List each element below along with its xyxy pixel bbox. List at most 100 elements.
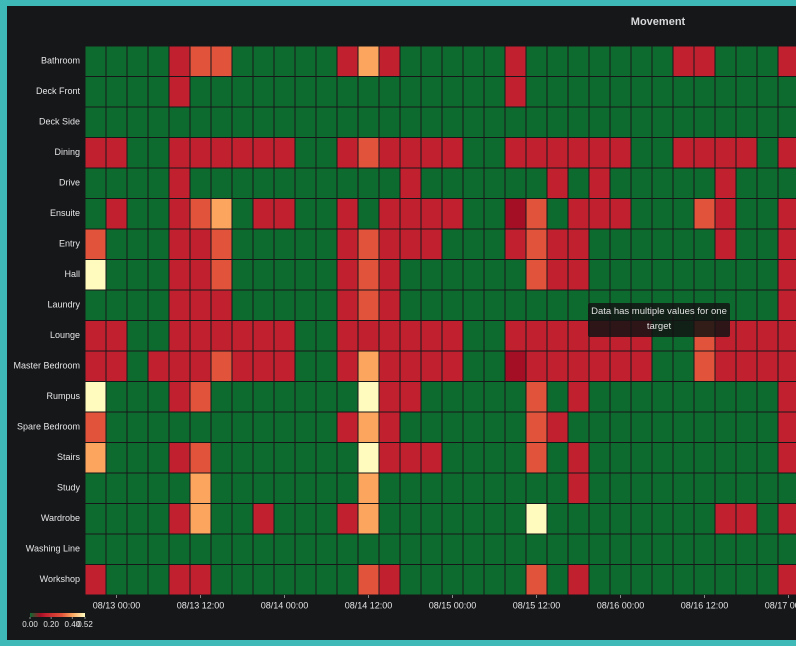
heat-cell [652, 443, 673, 473]
heat-cell [757, 565, 778, 595]
heat-cell [190, 260, 211, 290]
tooltip-box [588, 303, 730, 337]
heat-cell [316, 382, 337, 412]
heat-cell [358, 382, 379, 412]
heat-cell [484, 443, 505, 473]
heat-cell [652, 473, 673, 503]
heat-cell [274, 199, 295, 229]
heat-cell [85, 321, 106, 351]
heat-cell [526, 138, 547, 168]
heat-cell [400, 199, 421, 229]
heat-cell [169, 199, 190, 229]
heat-cell [169, 473, 190, 503]
heat-cell [358, 321, 379, 351]
heat-cell [400, 138, 421, 168]
heat-cell [274, 229, 295, 259]
heat-cell [190, 199, 211, 229]
x-tick-label: 08/14 12:00 [345, 600, 393, 610]
heat-cell [190, 138, 211, 168]
heat-cell [127, 504, 148, 534]
heat-cell [106, 412, 127, 442]
heat-cell [568, 473, 589, 503]
heat-cell [358, 138, 379, 168]
heat-cell [547, 77, 568, 107]
heat-cell [526, 77, 547, 107]
heat-cell [85, 260, 106, 290]
heat-cell [127, 77, 148, 107]
heat-cell [274, 565, 295, 595]
heat-cell [631, 229, 652, 259]
heat-cell [274, 534, 295, 564]
heat-cell [358, 229, 379, 259]
heat-cell [274, 351, 295, 381]
heat-cell [673, 351, 694, 381]
heat-cell [379, 107, 400, 137]
heat-cell [379, 229, 400, 259]
heat-cell [442, 290, 463, 320]
heat-cell [715, 565, 736, 595]
heat-cell [547, 412, 568, 442]
heat-cell [505, 229, 526, 259]
heat-cell [421, 504, 442, 534]
heat-cell [316, 168, 337, 198]
heat-cell [337, 412, 358, 442]
heat-cell [442, 138, 463, 168]
heat-cell [694, 107, 715, 137]
heat-cell [442, 473, 463, 503]
heat-cell [358, 199, 379, 229]
heat-cell [148, 229, 169, 259]
heat-cell [694, 138, 715, 168]
heat-cell [778, 229, 796, 259]
heat-cell [610, 412, 631, 442]
heat-cell [106, 504, 127, 534]
heat-cell [736, 473, 757, 503]
heat-cell [442, 321, 463, 351]
heat-cell [736, 138, 757, 168]
row-label: Bathroom [41, 56, 80, 66]
heat-cell [400, 351, 421, 381]
heat-cell [127, 199, 148, 229]
heat-cell [694, 351, 715, 381]
heat-cell [736, 290, 757, 320]
heat-cell [715, 443, 736, 473]
heat-cell [379, 534, 400, 564]
heat-cell [379, 290, 400, 320]
heat-cell [778, 260, 796, 290]
heat-cell [463, 382, 484, 412]
heat-cell [463, 168, 484, 198]
heat-cell [715, 473, 736, 503]
heat-cell [148, 443, 169, 473]
heat-cell [379, 443, 400, 473]
heat-cell [274, 473, 295, 503]
heat-cell [694, 168, 715, 198]
heat-cell [106, 107, 127, 137]
heat-cell [421, 412, 442, 442]
heat-cell [568, 412, 589, 442]
heat-cell [232, 382, 253, 412]
heat-cell [148, 412, 169, 442]
heat-cell [568, 260, 589, 290]
heat-cell [421, 260, 442, 290]
heat-cell [316, 138, 337, 168]
heat-cell [631, 168, 652, 198]
heat-cell [316, 199, 337, 229]
heat-cell [358, 46, 379, 76]
heat-cell [589, 138, 610, 168]
heat-cell [211, 229, 232, 259]
heat-cell [106, 77, 127, 107]
heat-cell [673, 229, 694, 259]
heat-cell [505, 473, 526, 503]
heat-cell [547, 290, 568, 320]
heat-cell [337, 138, 358, 168]
heat-cell [358, 504, 379, 534]
heat-cell [253, 321, 274, 351]
heat-cell [127, 382, 148, 412]
row-label: Washing Line [26, 544, 80, 554]
heat-cell [589, 473, 610, 503]
heat-cell [127, 534, 148, 564]
heat-cell [736, 260, 757, 290]
heat-cell [127, 443, 148, 473]
heat-cell [736, 46, 757, 76]
row-label: Lounge [50, 330, 80, 340]
heat-cell [547, 443, 568, 473]
